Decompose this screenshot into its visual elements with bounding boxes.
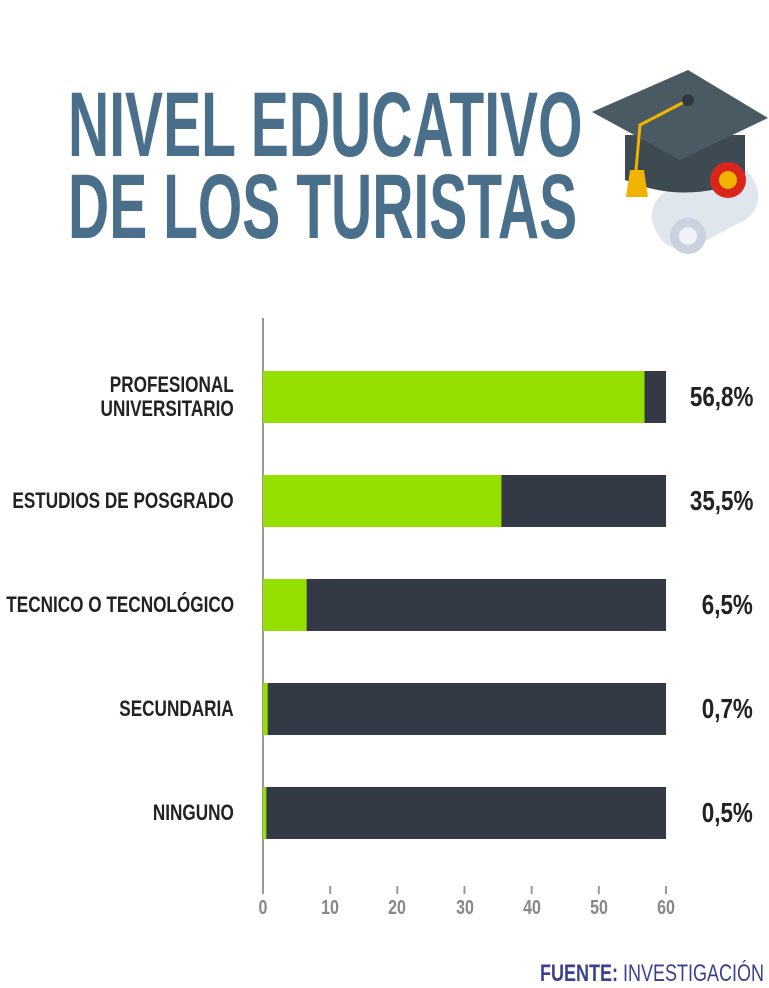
bar-track <box>263 579 666 631</box>
category-label: ESTUDIOS DE POSGRADO <box>12 488 234 513</box>
value-label: 0,7% <box>701 693 753 724</box>
category-label: SECUNDARIA <box>119 696 234 721</box>
bar-track <box>263 787 666 839</box>
graduation-icon <box>592 70 768 254</box>
x-tick-label: 20 <box>388 897 407 919</box>
bar <box>263 475 502 527</box>
bar <box>263 579 307 631</box>
x-tick-label: 0 <box>258 897 268 919</box>
category-label: NINGUNO <box>152 800 234 825</box>
bar <box>263 371 645 423</box>
bar-track <box>263 683 666 735</box>
x-tick-label: 60 <box>657 897 675 919</box>
category-label: PROFESIONAL UNIVERSITARIO <box>100 372 234 421</box>
value-label: 56,8% <box>689 381 753 412</box>
x-tick-label: 40 <box>522 897 541 919</box>
value-label: 35,5% <box>689 485 753 516</box>
category-label: TECNICO O TECNOLÓGICO <box>6 592 234 617</box>
source: FUENTE: INVESTIGACIÓN D <box>540 960 769 988</box>
source-text: INVESTIGACIÓN D <box>623 960 769 987</box>
x-tick-label: 30 <box>455 897 474 919</box>
bar <box>263 683 268 735</box>
bar <box>263 787 267 839</box>
chart-title: NIVEL EDUCATIVO DE LOS TURISTAS <box>68 74 583 258</box>
x-tick-label: 50 <box>589 897 608 919</box>
value-label: 0,5% <box>701 797 753 828</box>
value-label: 6,5% <box>701 589 753 620</box>
x-tick-label: 10 <box>321 897 340 919</box>
source-label: FUENTE: <box>540 960 618 987</box>
